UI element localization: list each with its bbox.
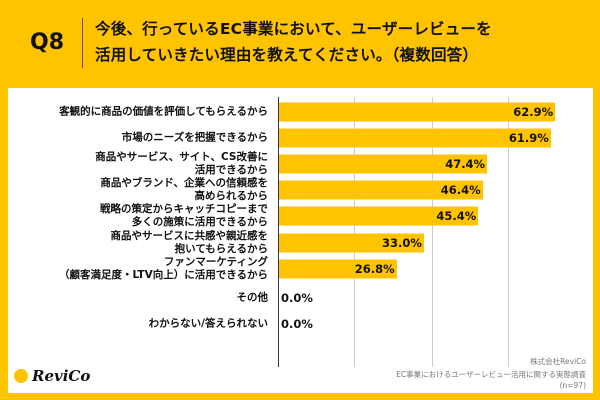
value-label: 45.4% <box>436 209 477 223</box>
category-label: 商品やサービスに共感や親近感を 抱いてもらえるから <box>110 230 269 255</box>
sample-size: (n=97) <box>559 381 586 390</box>
category-label: 市場のニーズを把握できるから <box>121 131 268 144</box>
category-label: わからない/答えられない <box>148 317 268 330</box>
bar <box>279 154 488 174</box>
value-label: 61.9% <box>508 131 549 145</box>
question-number: Q8 <box>30 30 65 55</box>
category-label: その他 <box>236 291 269 304</box>
category-label: 商品やブランド、企業への信頼感を 高められるから <box>100 177 268 202</box>
speech-bubble-icon <box>14 369 28 383</box>
gridline <box>354 97 355 367</box>
value-label: 47.4% <box>445 157 486 171</box>
bar <box>279 102 556 122</box>
value-label: 0.0% <box>281 291 313 305</box>
value-label: 62.9% <box>513 105 554 119</box>
category-label: 戦略の策定からキャッチコピーまで 多くの施策に活用できるから <box>100 203 268 228</box>
bar <box>279 206 479 226</box>
value-label: 26.8% <box>354 262 395 276</box>
category-label: ファンマーケティング （顧客満足度・LTV向上）に活用できるから <box>58 256 268 281</box>
revico-logo: ReviCo <box>14 367 90 385</box>
title-line-2: 活用していきたい理由を教えてください。（複数回答） <box>95 46 479 64</box>
category-label: 客観的に商品の価値を評価してもらえるから <box>59 105 268 118</box>
category-label: 商品やサービス、サイト、CS改善に 活用できるから <box>95 151 268 176</box>
title-line-1: 今後、行っているEC事業において、ユーザーレビューを <box>95 20 492 38</box>
value-label: 0.0% <box>281 317 313 331</box>
source-company: 株式会社ReviCo <box>530 357 586 366</box>
bar <box>279 233 424 253</box>
value-label: 46.4% <box>440 183 481 197</box>
gridline <box>432 97 433 367</box>
value-label: 33.0% <box>381 236 422 250</box>
gridline <box>508 97 509 367</box>
logo-text: ReviCo <box>32 367 91 385</box>
bar <box>279 128 551 148</box>
bar <box>279 259 397 279</box>
divider <box>82 18 83 68</box>
source-survey: EC事業におけるユーザーレビュー活用に関する実態調査 <box>396 370 586 379</box>
question-title: 今後、行っているEC事業において、ユーザーレビューを 活用していきたい理由を教え… <box>95 16 492 68</box>
y-axis-line <box>278 97 279 367</box>
bar <box>279 180 483 200</box>
